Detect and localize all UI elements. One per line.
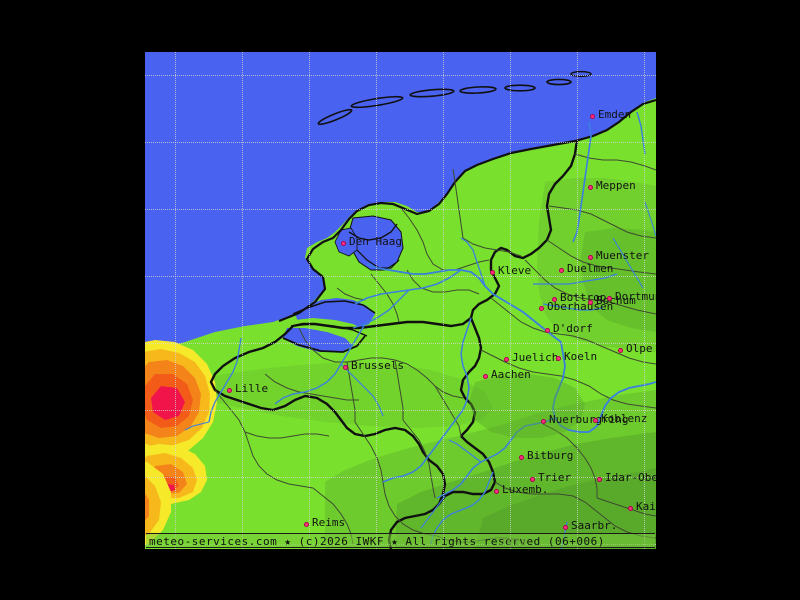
copyright-bar: meteo-services.com ★ (c)2026 IWKF ★ All … — [146, 533, 655, 548]
copyright-text: meteo-services.com ★ (c)2026 IWKF ★ All … — [149, 535, 605, 548]
watermark-text: Jetz — [499, 535, 528, 548]
map-graphics — [145, 52, 656, 549]
weather-map[interactable]: Emden Meppen Muenster Duelmen Bottrop Oberhau… — [145, 52, 656, 549]
